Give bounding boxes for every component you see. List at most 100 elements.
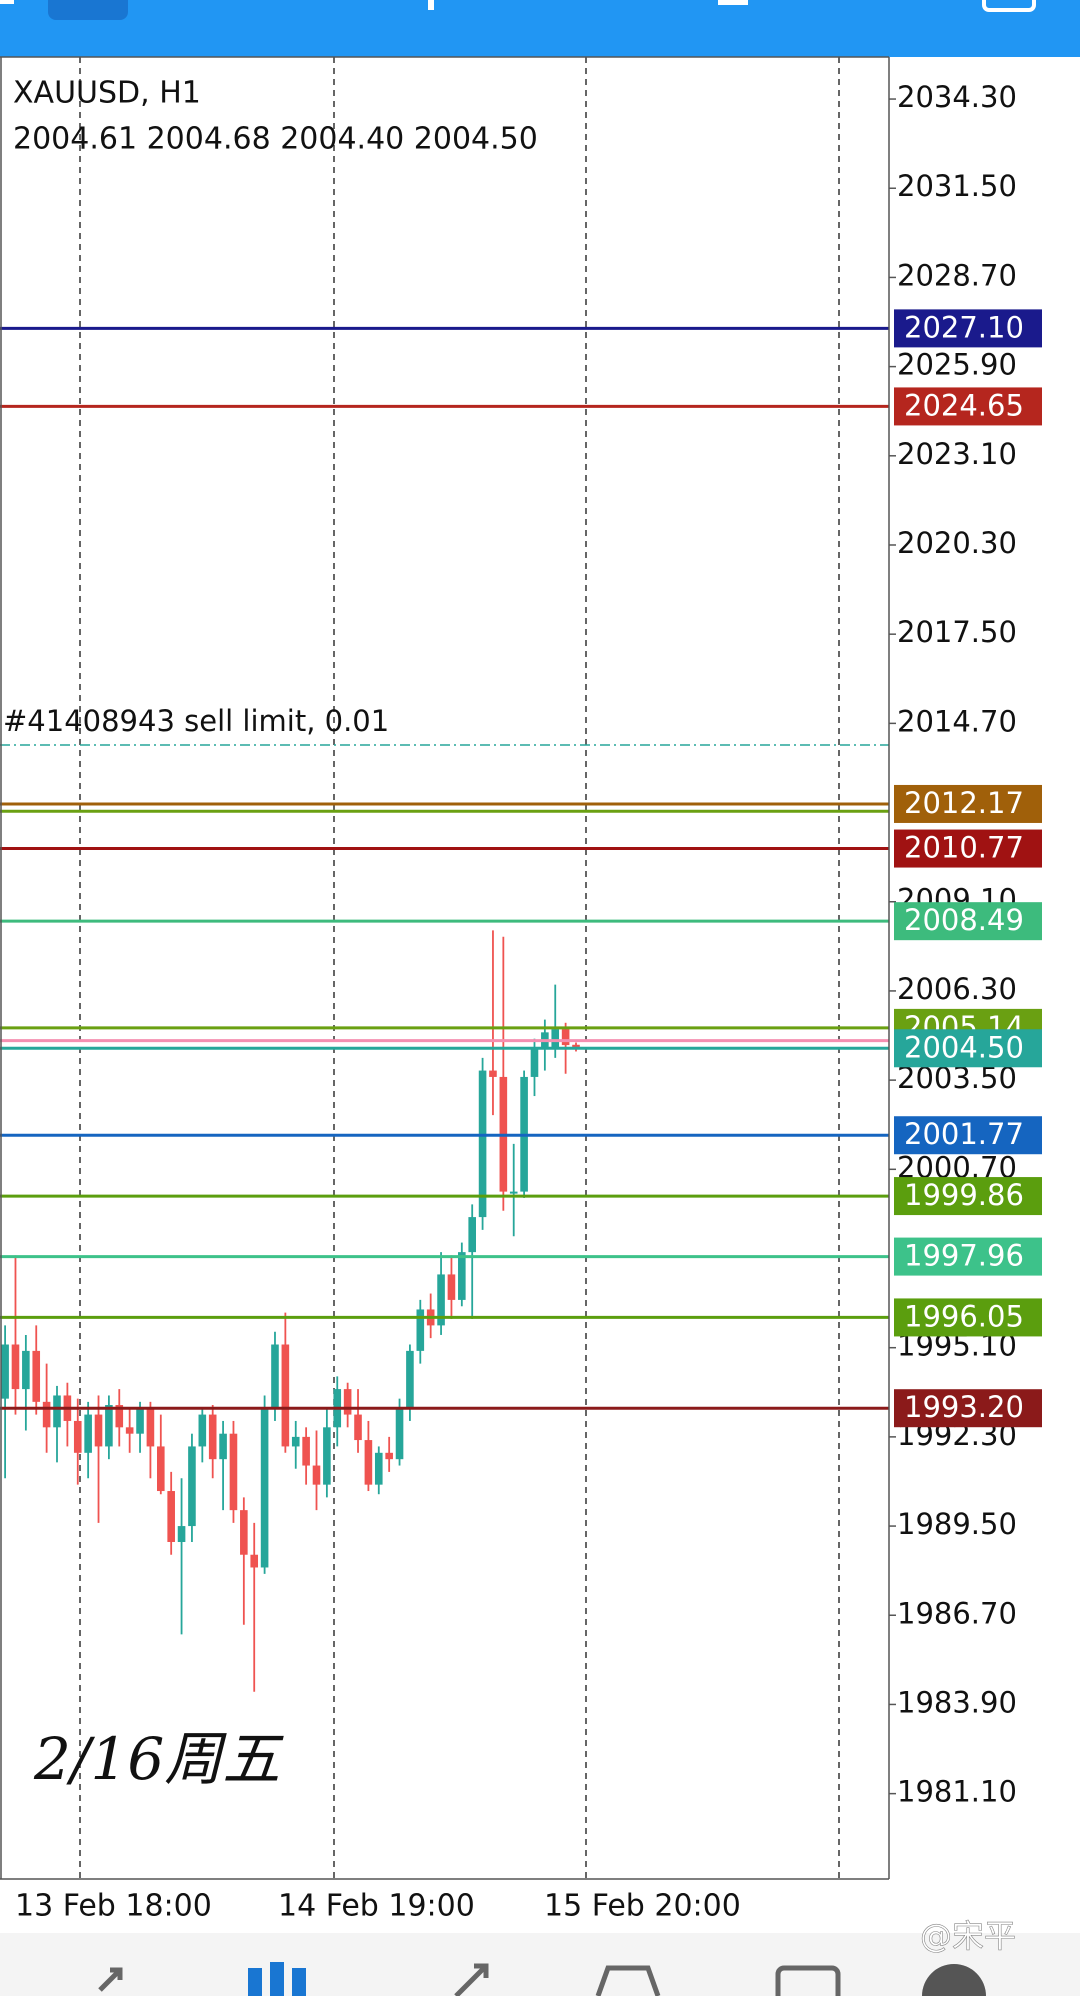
price-level-label: 2001.77 xyxy=(904,1117,1024,1151)
nav-icon[interactable] xyxy=(270,1962,284,1996)
top-bar xyxy=(0,0,1080,57)
candle-body xyxy=(458,1252,466,1300)
candle-body xyxy=(302,1436,310,1466)
y-tick-label: 2017.50 xyxy=(897,615,1017,649)
candle-body xyxy=(509,1191,518,1194)
x-tick-label: 13 Feb 18:00 xyxy=(15,1889,212,1924)
candle-body xyxy=(385,1452,393,1460)
price-level-label: 1999.86 xyxy=(904,1178,1024,1212)
price-level-label: 2024.65 xyxy=(904,388,1024,422)
candle-body xyxy=(198,1414,207,1447)
candle-body xyxy=(271,1344,279,1409)
y-tick-label: 1986.70 xyxy=(897,1596,1017,1630)
price-level-label: 2008.49 xyxy=(904,903,1024,937)
top-icon[interactable] xyxy=(48,0,128,20)
candle-body xyxy=(42,1401,51,1428)
candle-body xyxy=(530,1048,539,1077)
candle-body xyxy=(105,1405,113,1447)
candle-body xyxy=(115,1405,124,1428)
candle-body xyxy=(229,1433,238,1511)
candle-body xyxy=(32,1350,41,1402)
candle-body xyxy=(219,1433,227,1460)
y-tick-label: 1981.10 xyxy=(897,1775,1017,1809)
candle-body xyxy=(188,1446,196,1527)
x-tick-label: 14 Feb 19:00 xyxy=(278,1889,475,1924)
candle-body xyxy=(157,1446,165,1492)
candle-body xyxy=(343,1389,352,1415)
candle-body xyxy=(260,1408,269,1568)
symbol: XAUUSD, H1 xyxy=(13,76,201,111)
price-level-label: 1993.20 xyxy=(904,1390,1024,1424)
candle-body xyxy=(572,1044,580,1049)
price-level-tag xyxy=(894,309,1042,348)
price-level-tag xyxy=(894,387,1042,426)
candle-body xyxy=(177,1526,186,1542)
y-tick-label: 2020.30 xyxy=(897,526,1017,560)
candle-body xyxy=(416,1309,425,1351)
price-level-tag xyxy=(894,1298,1042,1337)
order-label: #41408943 sell limit, 0.01 xyxy=(3,704,389,738)
candle-body xyxy=(323,1427,331,1485)
y-tick-label: 2014.70 xyxy=(897,704,1017,738)
price-level-tag xyxy=(894,1237,1042,1276)
price-level-tag xyxy=(894,1116,1042,1155)
candle-body xyxy=(167,1491,175,1542)
candle-body xyxy=(53,1395,61,1428)
nav-icon[interactable] xyxy=(98,1967,123,1992)
y-tick-label: 2023.10 xyxy=(897,437,1017,471)
top-icon[interactable] xyxy=(718,0,748,5)
candle-body xyxy=(437,1274,445,1326)
x-tick-label: 15 Feb 20:00 xyxy=(544,1889,741,1924)
candle-body xyxy=(291,1436,300,1447)
candle-body xyxy=(73,1420,82,1453)
y-tick-label: 1989.50 xyxy=(897,1507,1017,1541)
y-tick-label: 1983.90 xyxy=(897,1685,1017,1719)
price-level-tag xyxy=(894,829,1042,868)
price-level-label: 1996.05 xyxy=(904,1299,1024,1333)
y-tick-label: 2025.90 xyxy=(897,348,1017,382)
candle-body xyxy=(11,1344,20,1390)
bottom-nav xyxy=(0,1933,1080,1996)
price-level-label: 2004.50 xyxy=(904,1030,1024,1064)
candle-body xyxy=(125,1427,134,1434)
price-level-tag xyxy=(894,1177,1042,1216)
top-icon[interactable] xyxy=(982,0,1036,12)
top-icon[interactable] xyxy=(0,0,14,4)
candle-body xyxy=(146,1408,155,1447)
candle-body xyxy=(94,1414,103,1447)
price-level-tag xyxy=(894,1029,1042,1068)
nav-icon[interactable] xyxy=(454,1963,489,1998)
candle-body xyxy=(561,1029,570,1046)
price-level-label: 2012.17 xyxy=(904,786,1024,820)
candle-body xyxy=(1,1344,9,1399)
nav-icon[interactable] xyxy=(248,1968,262,1996)
nav-icon[interactable] xyxy=(595,1965,661,1997)
candle-body xyxy=(354,1414,362,1441)
y-tick-label: 2034.30 xyxy=(897,80,1017,114)
candle-body xyxy=(240,1510,248,1555)
candle-body xyxy=(208,1414,217,1460)
candle-body xyxy=(136,1408,144,1434)
candle-body xyxy=(84,1414,92,1453)
candle-body xyxy=(447,1274,456,1300)
price-level-tag xyxy=(894,902,1042,941)
candle-body xyxy=(364,1440,373,1485)
top-icon[interactable] xyxy=(428,0,434,10)
price-level-label: 1997.96 xyxy=(904,1239,1024,1273)
candle-body xyxy=(281,1344,290,1447)
plot: #41408943 sell limit, 0.01 xyxy=(0,326,889,1692)
candle-body xyxy=(551,1029,560,1049)
watermark: @宋平 xyxy=(920,1917,1016,1955)
nav-icon[interactable] xyxy=(922,1964,986,2000)
candle-body xyxy=(395,1408,404,1460)
nav-icon[interactable] xyxy=(292,1968,306,1996)
candle-body xyxy=(374,1452,383,1485)
candle-body xyxy=(406,1350,414,1409)
nav-icon[interactable] xyxy=(775,1965,841,2000)
price-level-tag xyxy=(894,784,1042,823)
ohlc: 2004.61 2004.68 2004.40 2004.50 xyxy=(13,122,538,157)
price-level-tag xyxy=(894,1389,1042,1428)
price-level-label: 2027.10 xyxy=(904,310,1024,344)
y-tick-label: 2031.50 xyxy=(897,169,1017,203)
y-tick-label: 2028.70 xyxy=(897,258,1017,292)
